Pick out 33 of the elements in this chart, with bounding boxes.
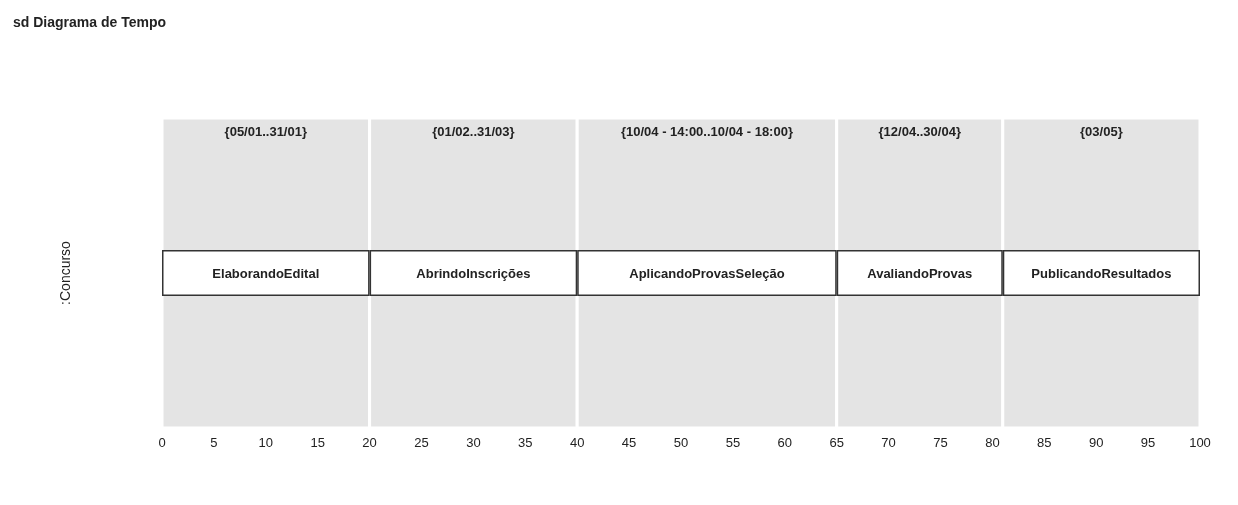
x-tick-label: 90 [1088,435,1104,450]
x-tick-label: 15 [310,435,325,450]
band-label: {10/04 - 14:00..10/04 - 18:00} [620,123,793,139]
x-tick-label: 85 [1037,435,1052,450]
series-label: AplicandoProvasSeleção [629,265,785,281]
band-label: {01/02..31/03} [432,123,515,139]
x-tick-label: 80 [985,435,1000,450]
chart-title: sd Diagrama de Tempo [13,14,167,30]
x-tick-label: 50 [673,435,689,450]
x-tick-label: 55 [725,435,741,450]
x-tick-label: 70 [881,435,896,450]
x-tick-label: 0 [158,435,166,450]
x-tick-label: 35 [518,435,533,450]
x-tick-label: 95 [1140,435,1156,450]
x-tick-label: 25 [414,435,429,450]
x-tick-label: 65 [829,435,844,450]
series-label: PublicandoResultados [1031,265,1172,281]
band-label: {12/04..30/04} [878,123,961,139]
y-tick-label: :Concurso [57,240,73,305]
x-tick-label: 5 [210,435,218,450]
band-label: {03/05} [1080,123,1123,139]
series-label: AvaliandoProvas [867,265,973,281]
x-tick-label: 45 [621,435,637,450]
x-tick-label: 75 [933,435,948,450]
x-tick-label: 60 [777,435,793,450]
band-label: {05/01..31/01} [224,123,307,139]
x-tick-label: 40 [569,435,585,450]
x-tick-label: 30 [466,435,481,450]
x-tick-label: 100 [1189,435,1211,450]
series-label: AbrindoInscrições [416,265,531,281]
series-label: ElaborandoEdital [212,265,320,281]
x-tick-label: 10 [258,435,274,450]
x-tick-label: 20 [362,435,377,450]
